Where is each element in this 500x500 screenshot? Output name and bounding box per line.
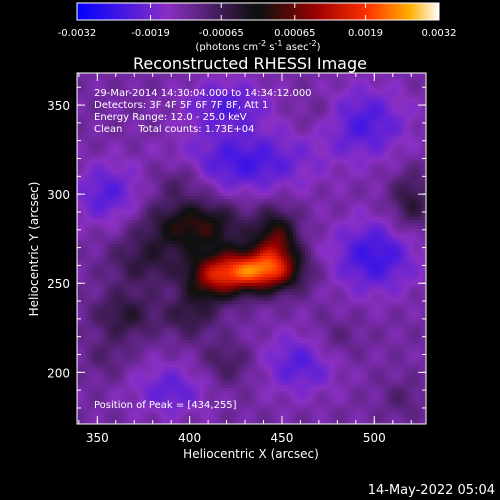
- y-tick-label: 350: [47, 99, 70, 113]
- heatmap-image: [77, 73, 426, 424]
- x-tick-label: 450: [271, 431, 294, 445]
- colorbar-tick-label: -0.0019: [131, 28, 170, 39]
- x-tick-label: 500: [363, 431, 386, 445]
- colorbar-tick-label: 0.00065: [274, 28, 315, 39]
- plot-frame: [76, 72, 427, 425]
- colorbar-ticks: -0.0032 -0.0019 -0.00065 0.00065 0.0019 0.003…: [58, 3, 457, 39]
- colorbar: -0.0032 -0.0019 -0.00065 0.00065 0.0019 0.003…: [58, 2, 457, 53]
- footer-timestamp: 14-May-2022 05:04: [368, 483, 495, 498]
- x-tick-label: 350: [86, 431, 109, 445]
- colorbar-unit-label: (photons cm-2 s-1 asec-2): [195, 39, 320, 53]
- colorbar-tick-label: 0.0032: [422, 28, 457, 39]
- y-axis-label: Heliocentric Y (arcsec): [27, 182, 41, 317]
- chart-title: Reconstructed RHESSI Image: [133, 54, 367, 73]
- x-tick-label: 400: [178, 431, 201, 445]
- info-line-counts: Clean Total counts: 1.73E+04: [94, 124, 254, 135]
- plot-area: [77, 73, 426, 424]
- colorbar-tick-label: 0.0019: [348, 28, 383, 39]
- axis-ticks: 350 400 450 500 200 250 300 350: [47, 73, 426, 445]
- peak-position-label: Position of Peak = [434,255]: [94, 400, 237, 411]
- colorbar-tick-label: -0.0032: [58, 28, 97, 39]
- info-line-energy: Energy Range: 12.0 - 25.0 keV: [94, 112, 247, 123]
- info-block: 29-Mar-2014 14:30:04.000 to 14:34:12.000…: [94, 88, 312, 135]
- colorbar-gradient: [76, 2, 440, 21]
- info-line-time: 29-Mar-2014 14:30:04.000 to 14:34:12.000: [94, 88, 312, 99]
- colorbar-tick-label: -0.00065: [199, 28, 244, 39]
- y-tick-label: 200: [47, 366, 70, 380]
- info-line-detectors: Detectors: 3F 4F 5F 6F 7F 8F, Att 1: [94, 100, 268, 111]
- y-tick-label: 250: [47, 277, 70, 291]
- x-axis-label: Heliocentric X (arcsec): [183, 447, 319, 461]
- y-tick-label: 300: [47, 188, 70, 202]
